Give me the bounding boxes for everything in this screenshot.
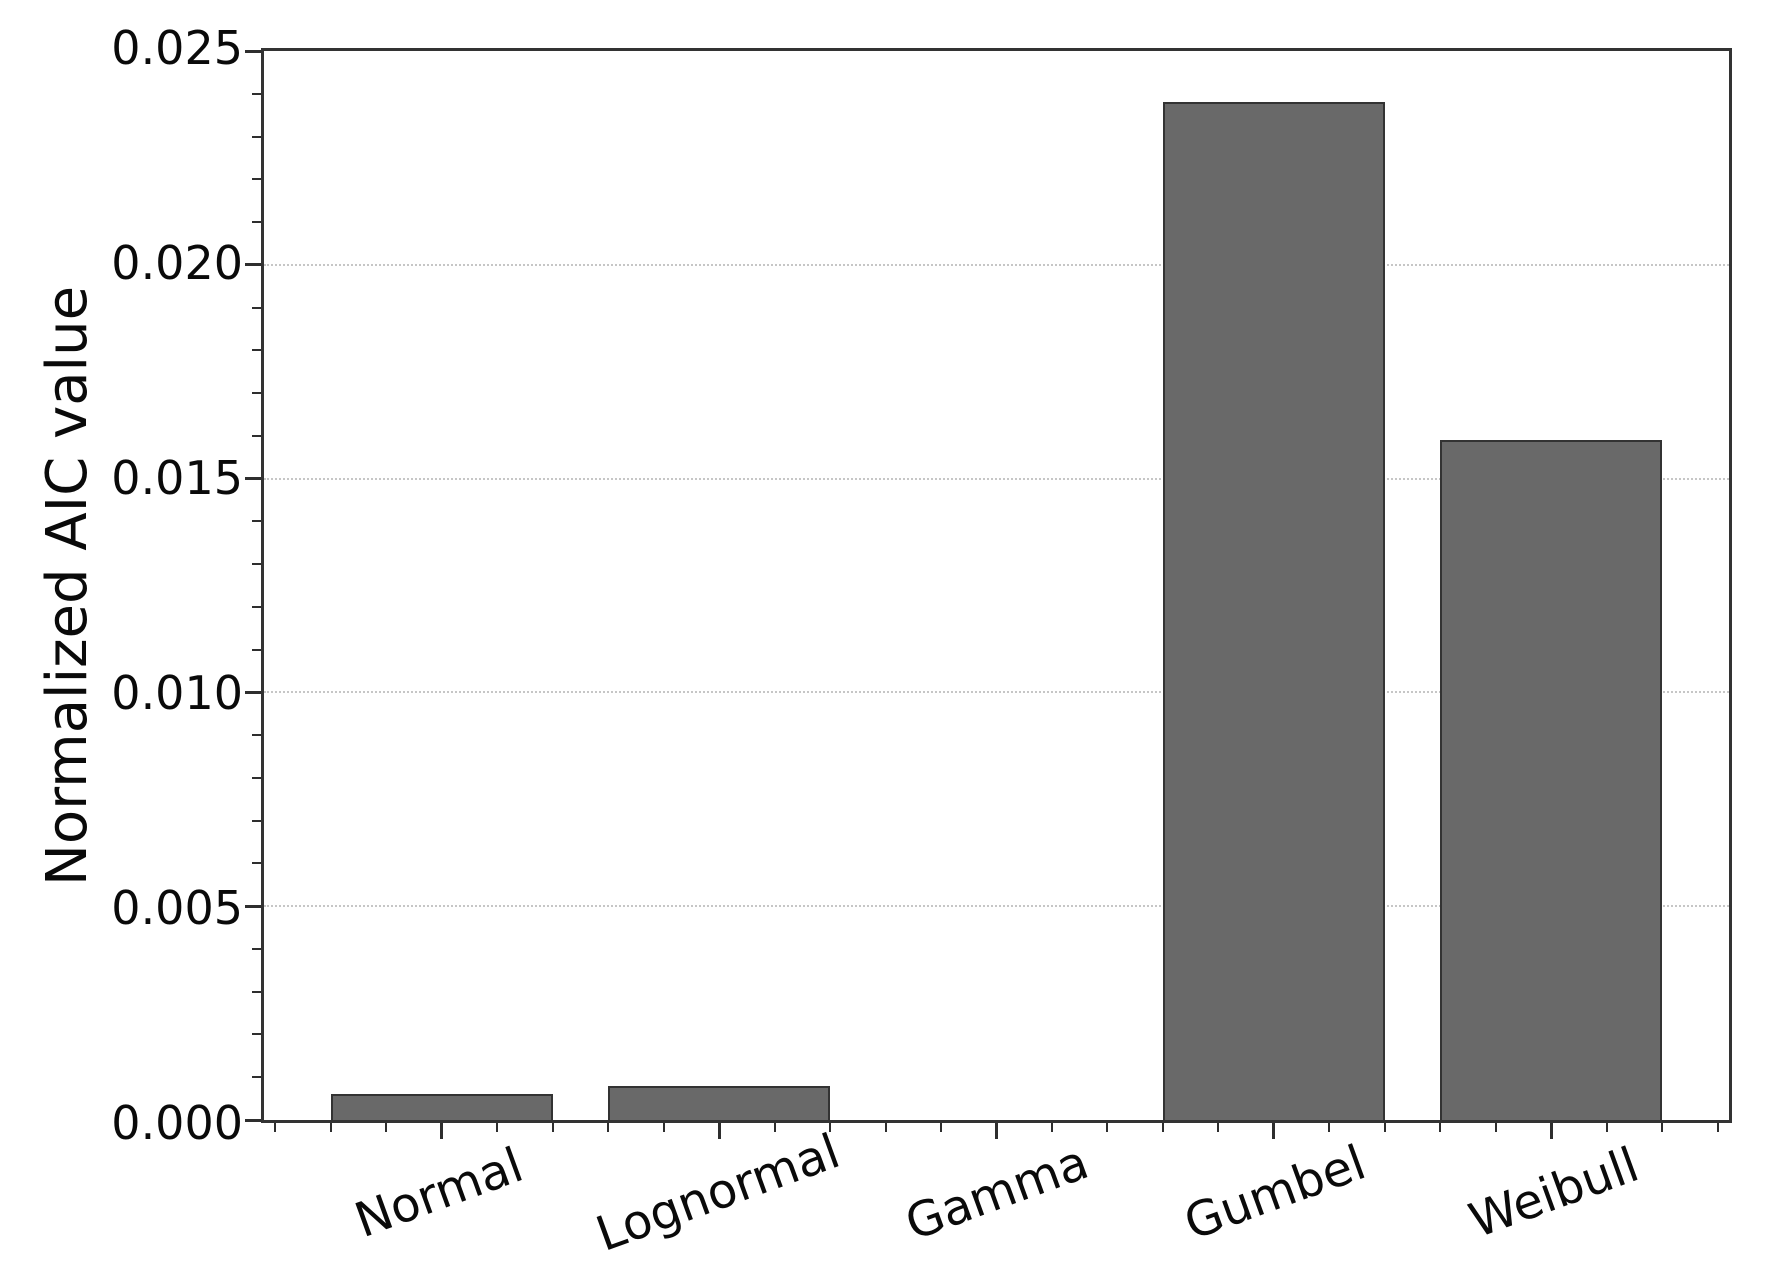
x-minor-tick [1661, 1123, 1664, 1132]
y-minor-tick [252, 734, 261, 737]
gridline [264, 263, 1729, 266]
y-minor-tick [252, 819, 261, 822]
y-tick-label: 0.025 [111, 21, 243, 75]
y-minor-tick [252, 1033, 261, 1036]
y-tick-label: 0.005 [111, 881, 243, 935]
plot-area [245, 48, 1732, 1139]
x-minor-tick [1439, 1123, 1442, 1132]
y-minor-tick [252, 1076, 261, 1079]
y-minor-tick [252, 605, 261, 608]
gridline [264, 477, 1729, 480]
y-minor-tick [252, 563, 261, 566]
y-major-tick [245, 690, 261, 694]
y-minor-tick [252, 349, 261, 352]
x-minor-tick [940, 1123, 942, 1132]
y-minor-tick [252, 306, 261, 309]
x-major-tick [717, 1123, 721, 1139]
x-minor-tick [884, 1123, 887, 1132]
y-tick-label: 0.010 [111, 666, 243, 720]
y-minor-tick [252, 947, 261, 950]
x-major-tick [440, 1123, 444, 1139]
x-minor-tick [329, 1123, 332, 1132]
x-minor-tick [829, 1123, 832, 1132]
y-minor-tick [252, 135, 261, 138]
x-minor-tick [551, 1123, 554, 1132]
x-minor-tick [1050, 1123, 1053, 1132]
y-axis-label: Normalized AIC value [35, 285, 100, 887]
x-minor-tick [607, 1123, 610, 1132]
y-major-tick [245, 904, 261, 908]
gridline [264, 905, 1729, 908]
x-tick-label: Gumbel [1177, 1134, 1373, 1252]
x-tick-label: Gamma [897, 1134, 1096, 1252]
x-major-tick [1272, 1123, 1276, 1139]
y-minor-tick [252, 392, 261, 395]
y-minor-tick [252, 520, 261, 523]
y-minor-tick [252, 776, 261, 779]
gridline [264, 691, 1729, 694]
x-minor-tick [773, 1123, 776, 1132]
bar [1440, 440, 1663, 1120]
x-tick-label: Normal [348, 1136, 531, 1250]
x-minor-tick [1494, 1123, 1497, 1132]
x-minor-tick [274, 1123, 277, 1132]
y-major-tick [245, 263, 261, 267]
bar [330, 1094, 553, 1120]
x-major-tick [995, 1123, 998, 1139]
y-minor-tick [252, 862, 261, 865]
bar [1162, 102, 1385, 1120]
y-major-tick [245, 1118, 261, 1122]
x-minor-tick [1161, 1123, 1164, 1132]
x-minor-tick [496, 1123, 499, 1132]
y-minor-tick [252, 92, 261, 95]
x-minor-tick [1383, 1123, 1386, 1132]
y-major-tick [245, 477, 261, 481]
x-major-tick [1549, 1123, 1553, 1139]
y-minor-tick [252, 178, 261, 181]
y-tick-label: 0.015 [111, 451, 243, 505]
y-minor-tick [252, 434, 261, 437]
y-major-tick [245, 49, 261, 53]
y-tick-label: 0.020 [111, 236, 243, 290]
x-tick-label: Weibull [1461, 1136, 1646, 1250]
x-minor-tick [1106, 1123, 1109, 1132]
x-minor-tick [1716, 1123, 1719, 1132]
x-minor-tick [1605, 1123, 1608, 1132]
x-minor-tick [1217, 1123, 1220, 1132]
y-minor-tick [252, 648, 261, 651]
x-minor-tick [385, 1123, 388, 1132]
y-tick-label: 0.000 [111, 1096, 243, 1150]
x-minor-tick [1328, 1123, 1331, 1132]
y-minor-tick [252, 990, 261, 993]
x-tick-label: Lognormal [589, 1123, 847, 1263]
bar [608, 1085, 831, 1120]
y-minor-tick [252, 221, 261, 224]
x-minor-tick [662, 1123, 665, 1132]
